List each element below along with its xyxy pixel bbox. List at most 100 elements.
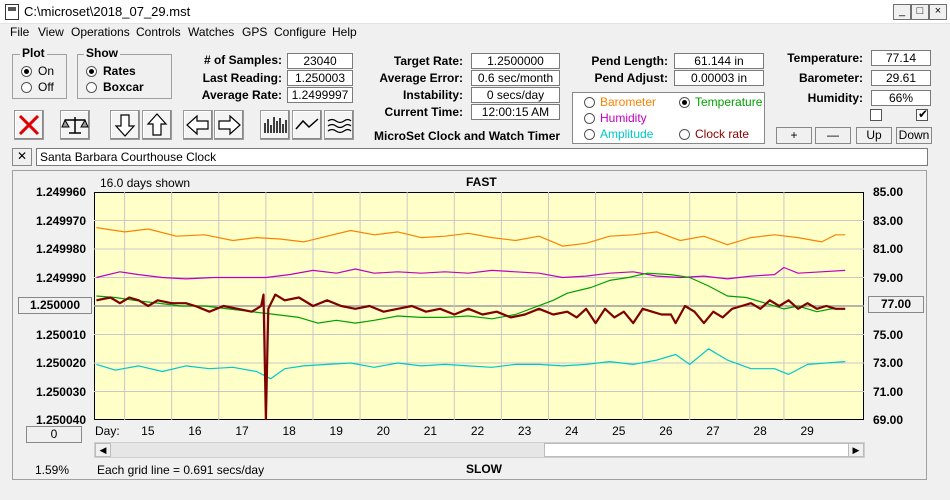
x-tick-label: 21 xyxy=(423,424,438,438)
grid-note: Each grid line = 0.691 secs/day xyxy=(97,463,265,477)
graph-button[interactable] xyxy=(292,110,322,140)
left-tick-label: 1.250040 xyxy=(35,413,86,427)
left-tick-label: 1.249980 xyxy=(35,242,86,256)
histogram-button[interactable] xyxy=(260,110,290,140)
right-tick-label: 85.00 xyxy=(873,185,904,199)
average-error-value: 0.6 sec/month xyxy=(471,70,560,86)
menu-view[interactable]: View xyxy=(38,25,64,39)
scroll-left-button[interactable]: ◀ xyxy=(95,443,111,457)
right-center-button[interactable]: 77.00 xyxy=(868,296,924,313)
series-line-3 xyxy=(96,272,846,324)
left-arrow-button[interactable] xyxy=(183,110,213,140)
up-arrow-button[interactable] xyxy=(142,110,172,140)
left-tick-label: 1.249960 xyxy=(35,185,86,199)
offset-button[interactable]: 0 xyxy=(26,426,82,443)
current-time-value: 12:00:15 AM xyxy=(471,104,560,120)
x-tick-label: 22 xyxy=(470,424,485,438)
target-rate-value[interactable]: 1.2500000 xyxy=(471,53,560,69)
plot-group-title: Plot xyxy=(20,46,47,60)
samples-label: # of Samples: xyxy=(203,53,282,67)
right-arrow-button[interactable] xyxy=(214,110,244,140)
overlay-temperature-radio[interactable] xyxy=(679,97,690,108)
minus-button[interactable]: — xyxy=(815,127,851,144)
triangle-left-icon: ◀ xyxy=(99,445,107,455)
stop-button[interactable] xyxy=(14,110,44,140)
up-button[interactable]: Up xyxy=(856,127,892,144)
overlay-humidity-label: Humidity xyxy=(600,111,647,125)
right-tick-label: 83.00 xyxy=(873,213,904,228)
overlay-barometer-label: Barometer xyxy=(600,95,657,109)
x-tick-label: 19 xyxy=(329,424,343,438)
menu-gps[interactable]: GPS xyxy=(242,25,268,39)
x-tick-label: 26 xyxy=(659,424,673,438)
pend-length-value[interactable]: 61.144 in xyxy=(674,53,764,69)
slow-label: SLOW xyxy=(466,462,502,476)
right-tick-label: 81.00 xyxy=(873,242,904,256)
overlay-barometer-radio[interactable] xyxy=(584,97,595,108)
checkbox-2[interactable]: ✔ xyxy=(916,107,928,121)
down-arrow-button[interactable] xyxy=(110,110,140,140)
arrow-left-icon xyxy=(186,114,209,136)
menu-configure[interactable]: Configure xyxy=(274,25,327,39)
barometer-value: 29.61 xyxy=(871,70,931,86)
x-tick-label: 17 xyxy=(235,424,249,438)
x-tick-label: 16 xyxy=(188,424,202,438)
watch-name-field[interactable]: Santa Barbara Courthouse Clock xyxy=(36,148,928,166)
plot-on-radio[interactable] xyxy=(21,66,32,77)
pend-length-label: Pend Length: xyxy=(591,54,668,68)
clear-name-button[interactable]: ✕ xyxy=(12,148,32,166)
scroll-thumb[interactable] xyxy=(544,443,849,457)
arrow-down-icon xyxy=(114,114,136,137)
close-button[interactable]: × xyxy=(929,4,947,20)
right-tick-label: 69.00 xyxy=(873,413,904,427)
scroll-right-button[interactable]: ▶ xyxy=(848,443,864,457)
left-tick-label: 1.249970 xyxy=(35,213,86,228)
show-rates-label: Rates xyxy=(103,64,136,78)
humidity-label: Humidity: xyxy=(807,91,863,105)
histogram-icon xyxy=(264,117,287,133)
right-tick-label: 75.00 xyxy=(873,327,904,342)
x-icon xyxy=(18,114,40,136)
show-boxcar-radio[interactable] xyxy=(86,82,97,93)
x-tick-label: 15 xyxy=(141,424,155,438)
show-group xyxy=(77,54,172,99)
right-tick-label: 71.00 xyxy=(873,384,904,399)
minimize-button[interactable]: _ xyxy=(893,4,911,20)
overlay-clockrate-radio[interactable] xyxy=(679,129,690,140)
average-error-label: Average Error: xyxy=(379,71,463,85)
x-icon: ✕ xyxy=(16,149,28,163)
menu-controls[interactable]: Controls xyxy=(136,25,181,39)
maximize-button[interactable]: □ xyxy=(911,4,929,20)
arrow-right-icon xyxy=(218,114,241,136)
overlay-amplitude-radio[interactable] xyxy=(584,129,595,140)
x-tick-label: 18 xyxy=(282,424,296,438)
show-rates-radio[interactable] xyxy=(86,66,97,77)
current-time-label: Current Time: xyxy=(384,105,463,119)
minimize-icon: _ xyxy=(898,5,906,17)
show-boxcar-label: Boxcar xyxy=(103,80,144,94)
plus-button[interactable]: + xyxy=(776,127,812,144)
menu-operations[interactable]: Operations xyxy=(71,25,130,39)
menu-watches[interactable]: Watches xyxy=(188,25,235,39)
left-tick-label: 1.250020 xyxy=(35,356,86,370)
menu-file[interactable]: File xyxy=(10,25,30,39)
target-rate-label: Target Rate: xyxy=(393,54,463,68)
app-icon xyxy=(5,4,19,20)
left-tick-label: 1.250010 xyxy=(35,327,86,342)
samples-value: 23040 xyxy=(287,53,353,69)
pend-adjust-value: 0.00003 in xyxy=(674,70,764,86)
checkbox-1[interactable] xyxy=(870,109,882,121)
plot-on-label: On xyxy=(38,64,55,78)
left-center-button[interactable]: 1.250000 xyxy=(18,297,92,314)
down-button[interactable]: Down xyxy=(896,127,932,144)
balance-button[interactable] xyxy=(60,110,90,140)
x-tick-label: 23 xyxy=(517,424,532,438)
instability-value: 0 secs/day xyxy=(471,87,560,103)
overlay-humidity-radio[interactable] xyxy=(584,113,595,124)
menu-help[interactable]: Help xyxy=(332,25,357,39)
plot-off-radio[interactable] xyxy=(21,82,32,93)
plot-series xyxy=(96,227,846,420)
barometer-label: Barometer: xyxy=(798,71,863,85)
x-axis-label: Day: xyxy=(95,424,120,438)
wave-button[interactable] xyxy=(324,110,354,140)
